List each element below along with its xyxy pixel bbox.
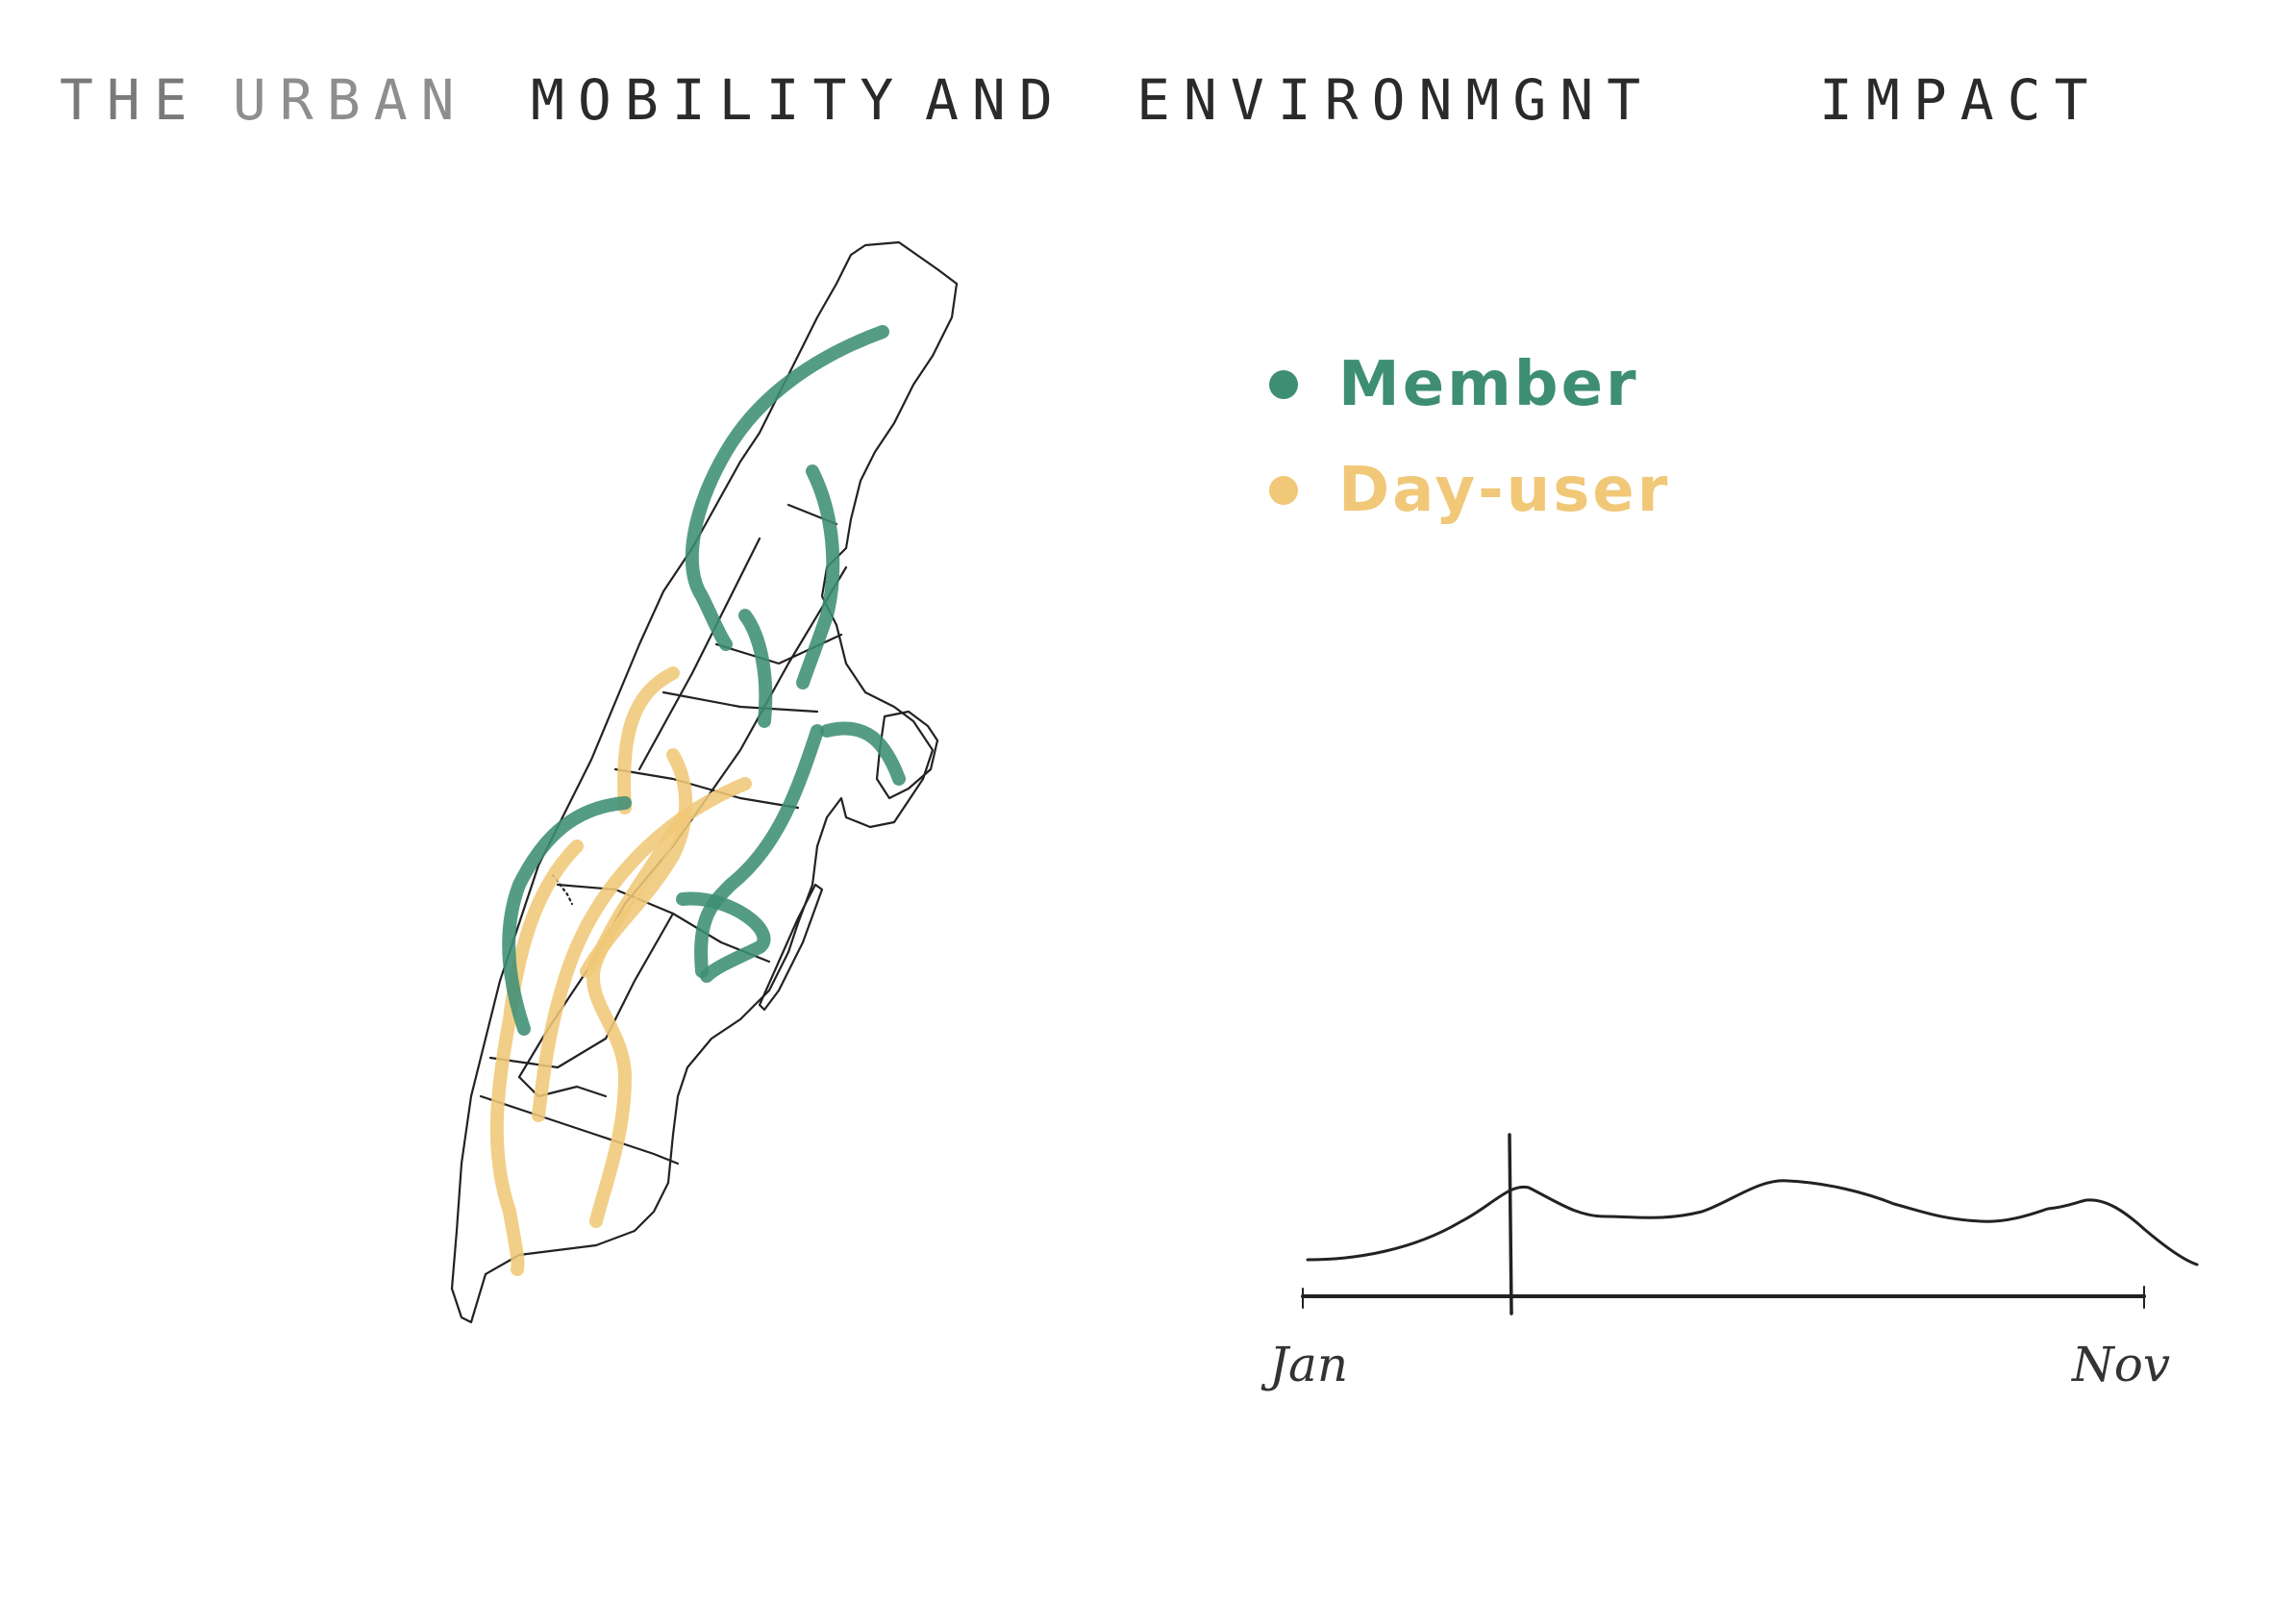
district-line [661,690,819,714]
activity-curve [1306,1179,2199,1266]
manhattan-map [450,240,959,1324]
title-word-impact: IMPACT [1819,67,2102,133]
district-line [637,537,761,771]
member-route [694,724,824,978]
roosevelt-island-outline [758,883,824,1012]
day-user-route [489,840,584,1276]
legend-item-day-user: Day-user [1269,438,1670,543]
timeline-marker[interactable] [1508,1133,1513,1316]
day-user-dot-icon [1269,476,1298,505]
title-word-the: THE [60,67,201,133]
district-line [517,1075,608,1098]
member-route [796,464,840,689]
timeline-end-label: Nov [2072,1337,2171,1392]
legend-label-day-user: Day-user [1338,455,1671,526]
legend-label-member: Member [1338,349,1639,420]
legend: Member Day-user [1269,332,1670,543]
day-user-route [532,777,752,1122]
day-user-route [617,666,680,815]
legend-item-member: Member [1269,332,1670,438]
title-word-mobility: MOBILITY [531,67,908,133]
member-route [738,609,773,728]
manhattan-outline [450,240,959,1324]
title-word-environment: ENVIRONMGNT [1136,67,1655,133]
member-route [676,891,771,983]
member-dot-icon [1269,370,1298,399]
member-route [502,796,632,1036]
title-word-urban: URBAN [233,67,468,133]
district-line [604,912,675,1040]
day-user-route [586,811,689,1228]
district-line [488,1037,608,1069]
title-word-and: AND [925,67,1066,133]
district-line [479,1094,680,1165]
member-route [820,721,906,786]
member-route [685,325,889,651]
district-line [613,767,800,810]
page-title: THE URBAN MOBILITY AND ENVIRONMGNT IMPAC… [60,67,2175,135]
randalls-island-outline [875,710,939,800]
timeline-chart [1301,1133,2199,1316]
timeline-start-label: Jan [1269,1337,1349,1392]
